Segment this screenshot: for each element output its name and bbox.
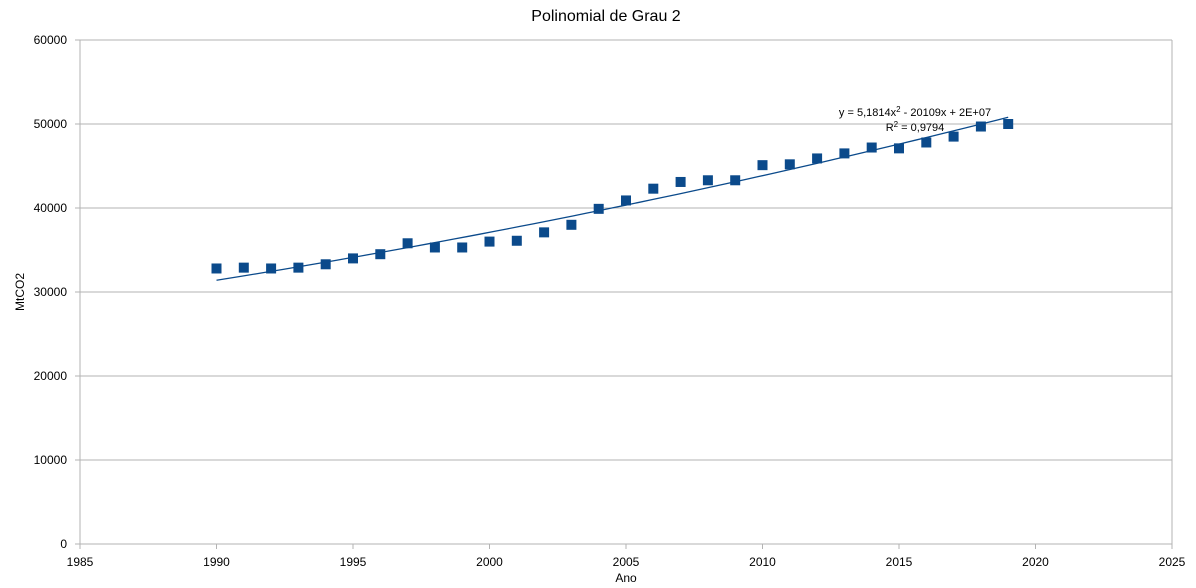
x-tick-labels: 1985 1990 1995 2000 2005 2010 2015 2020 2025 bbox=[67, 555, 1186, 569]
trendline-equation: y = 5,1814x2 - 20109x + 2E+07 bbox=[839, 105, 991, 119]
x-tick-label: 1985 bbox=[67, 555, 94, 569]
data-point bbox=[975, 121, 986, 132]
x-tick-label: 2005 bbox=[613, 555, 640, 569]
y-tick-labels: 0 10000 20000 30000 40000 50000 60000 bbox=[34, 33, 68, 551]
data-point bbox=[894, 143, 904, 154]
x-tick-label: 1990 bbox=[203, 555, 230, 569]
data-points bbox=[211, 119, 1014, 274]
x-tick-label: 2010 bbox=[749, 555, 776, 569]
r2-prefix: R bbox=[886, 122, 894, 134]
data-point bbox=[948, 131, 959, 142]
data-point bbox=[566, 219, 577, 230]
equation-exponent: 2 bbox=[896, 105, 901, 114]
data-point bbox=[784, 159, 795, 170]
r2-exponent: 2 bbox=[894, 120, 899, 129]
x-tick-label: 1995 bbox=[340, 555, 367, 569]
r2-suffix: = 0,9794 bbox=[898, 122, 944, 134]
equation-suffix: - 20109x + 2E+07 bbox=[901, 107, 992, 119]
data-point bbox=[921, 137, 932, 148]
data-point bbox=[511, 235, 522, 246]
data-point bbox=[839, 148, 850, 159]
equation-prefix: y = 5,1814x bbox=[839, 107, 897, 119]
x-axis-label: Ano bbox=[615, 571, 637, 585]
data-point bbox=[621, 195, 631, 206]
data-point bbox=[484, 236, 495, 247]
data-point bbox=[211, 263, 222, 274]
data-point bbox=[866, 142, 877, 153]
plot-area: 0 10000 20000 30000 40000 50000 60000 1985 1990… bbox=[34, 33, 1186, 569]
x-tick-label: 2025 bbox=[1159, 555, 1186, 569]
data-point bbox=[429, 242, 440, 253]
data-point bbox=[457, 242, 468, 253]
data-point bbox=[266, 263, 277, 274]
data-point bbox=[238, 262, 249, 273]
x-tick-label: 2015 bbox=[886, 555, 913, 569]
data-point bbox=[348, 253, 358, 264]
y-tick-label: 30000 bbox=[34, 285, 68, 299]
data-point bbox=[675, 176, 686, 187]
chart-title: Polinomial de Grau 2 bbox=[531, 8, 681, 25]
data-point bbox=[293, 262, 304, 273]
data-point bbox=[402, 238, 413, 249]
y-tick-label: 10000 bbox=[34, 453, 68, 467]
y-axis-label: MtCO2 bbox=[13, 273, 27, 311]
axes bbox=[75, 39, 1173, 549]
x-tick-label: 2000 bbox=[476, 555, 503, 569]
data-point bbox=[757, 160, 768, 171]
data-point bbox=[702, 175, 713, 186]
x-tick-label: 2020 bbox=[1022, 555, 1049, 569]
data-point bbox=[593, 203, 604, 214]
data-point bbox=[320, 259, 331, 270]
trendline-r-squared: R2 = 0,9794 bbox=[886, 120, 945, 134]
y-tick-label: 40000 bbox=[34, 201, 68, 215]
y-tick-label: 20000 bbox=[34, 369, 68, 383]
y-tick-label: 50000 bbox=[34, 117, 68, 131]
data-point bbox=[1003, 119, 1014, 129]
data-point bbox=[375, 249, 386, 260]
gridlines bbox=[80, 39, 1172, 461]
y-tick-label: 60000 bbox=[34, 33, 68, 47]
data-point bbox=[730, 175, 741, 186]
data-point bbox=[539, 227, 550, 238]
data-point bbox=[812, 153, 823, 164]
data-point bbox=[648, 183, 659, 194]
y-tick-label: 0 bbox=[60, 537, 67, 551]
